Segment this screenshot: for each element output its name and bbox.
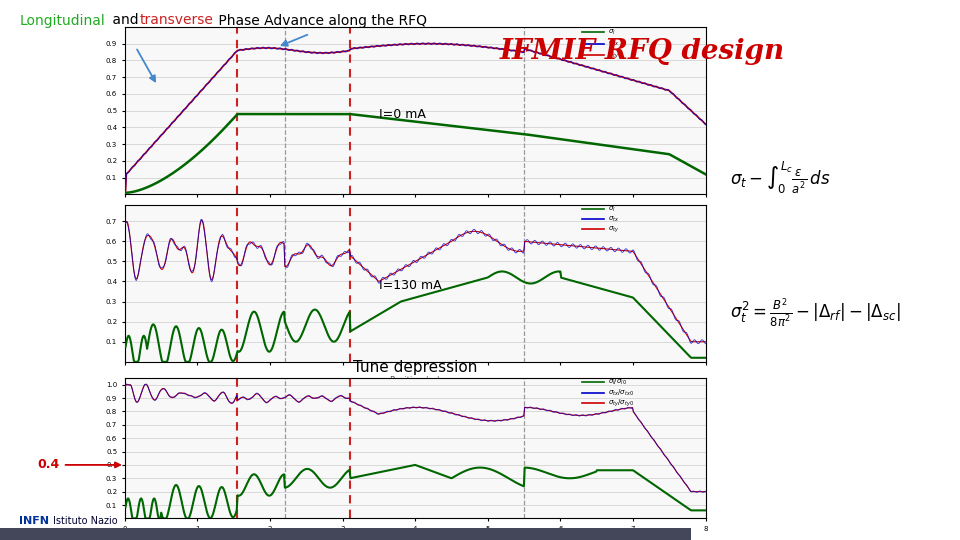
Text: Istituto Nazio: Istituto Nazio: [53, 516, 117, 526]
Text: Longitudinal: Longitudinal: [19, 14, 105, 28]
Text: $\sigma_{tx}$: $\sigma_{tx}$: [608, 39, 619, 49]
Text: Phase Advance along the RFQ: Phase Advance along the RFQ: [214, 14, 427, 28]
Text: Position (m): Position (m): [390, 376, 441, 385]
Text: $\sigma_l/\sigma_{l0}$: $\sigma_l/\sigma_{l0}$: [608, 377, 627, 387]
Text: $\sigma_{tx}/\sigma_{tx0}$: $\sigma_{tx}/\sigma_{tx0}$: [608, 388, 634, 398]
Text: INFN: INFN: [19, 516, 49, 526]
Text: I=130 mA: I=130 mA: [379, 279, 442, 292]
Text: $\sigma_{ty}$: $\sigma_{ty}$: [608, 50, 619, 60]
Text: transverse: transverse: [139, 14, 213, 28]
Text: $\sigma_l$: $\sigma_l$: [608, 28, 615, 37]
Text: $\sigma_{tx}$: $\sigma_{tx}$: [608, 215, 619, 224]
Text: 0.4: 0.4: [37, 458, 120, 471]
Text: I=0 mA: I=0 mA: [379, 107, 426, 120]
Text: $\sigma_t^2 = \frac{B^2}{8\pi^2} - |\Delta_{rf}| - |\Delta_{sc}|$: $\sigma_t^2 = \frac{B^2}{8\pi^2} - |\Del…: [730, 296, 900, 330]
Text: $\sigma_t - \int_0^{L_c} \frac{\varepsilon}{a^2}\,ds$: $\sigma_t - \int_0^{L_c} \frac{\varepsil…: [730, 160, 830, 196]
Text: $\sigma_l$: $\sigma_l$: [608, 205, 615, 214]
Text: $\sigma_{ty}/\sigma_{ty0}$: $\sigma_{ty}/\sigma_{ty0}$: [608, 397, 634, 409]
X-axis label: Position (m): Position (m): [386, 538, 444, 540]
Text: and: and: [108, 14, 142, 28]
Text: $\sigma_{ty}$: $\sigma_{ty}$: [608, 224, 619, 234]
Text: Tune depression: Tune depression: [353, 360, 477, 375]
Text: IFMIF RFQ design: IFMIF RFQ design: [499, 38, 784, 65]
